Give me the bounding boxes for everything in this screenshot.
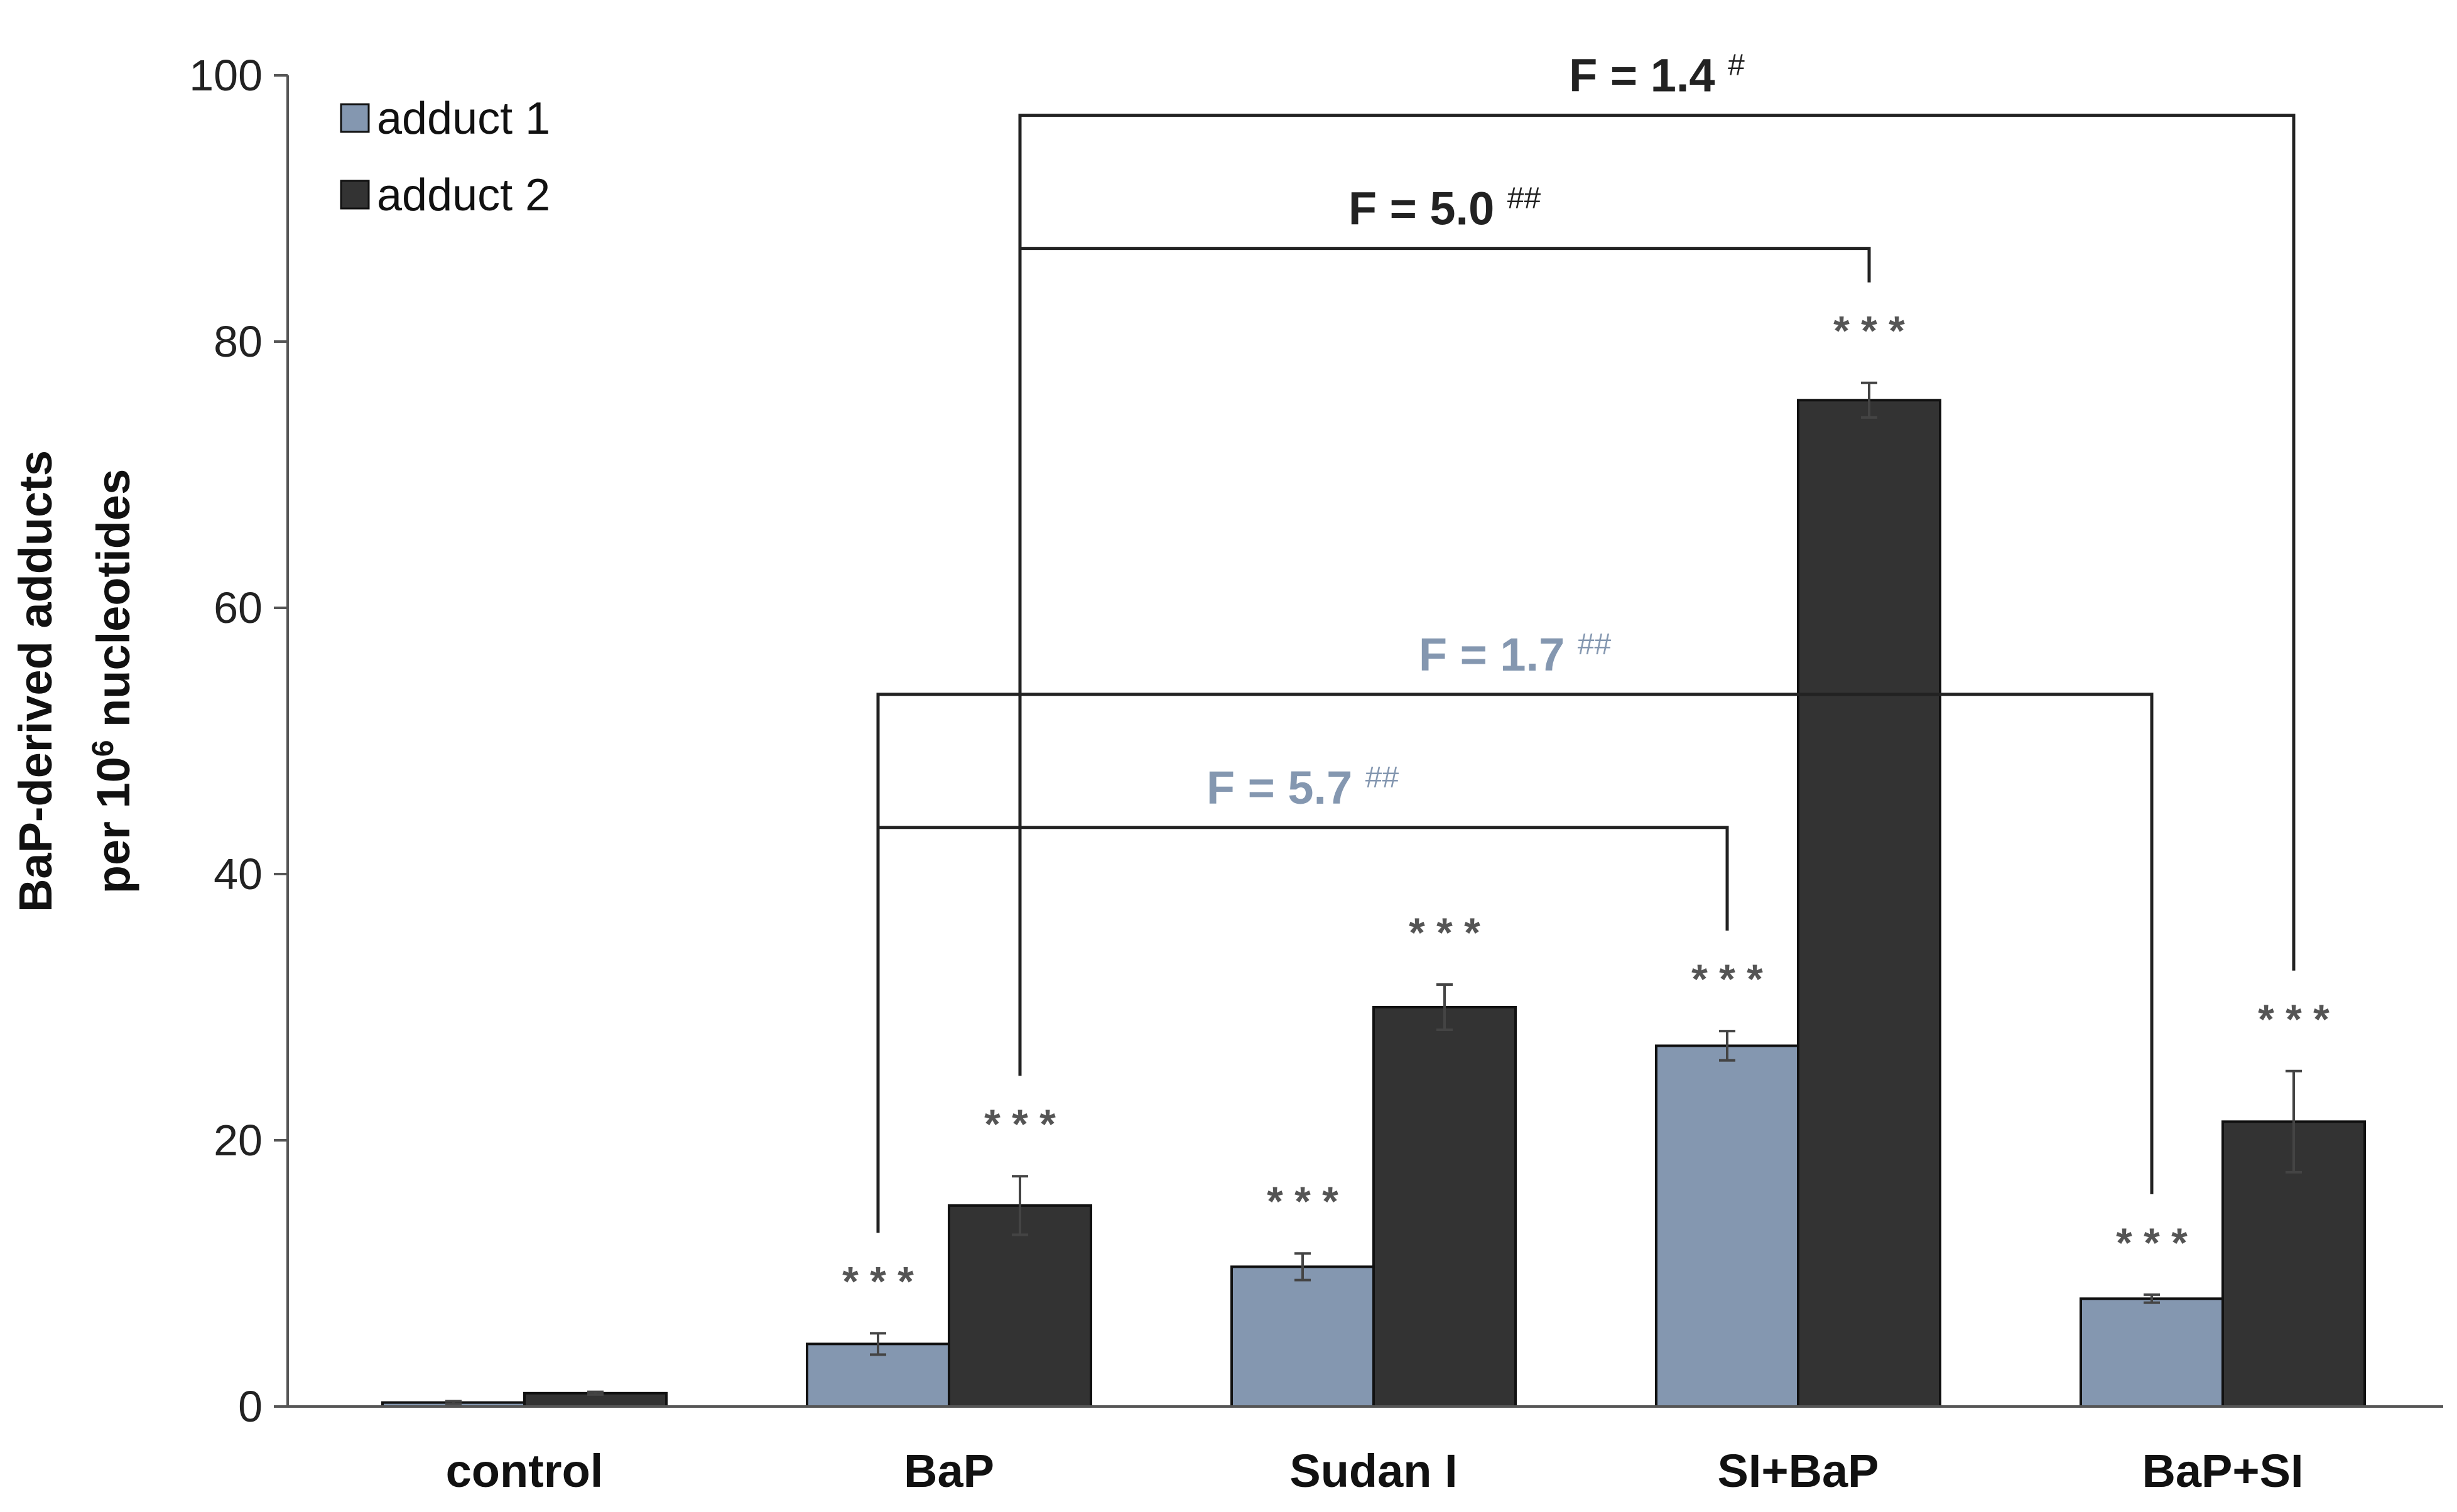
significance-marker: * * * bbox=[842, 1258, 914, 1304]
comparison-label: F = 1.4 # bbox=[1569, 48, 1745, 102]
x-tick-label: SI+BaP bbox=[1717, 1445, 1879, 1497]
comparison-label: F = 5.7 ## bbox=[1207, 760, 1399, 814]
comparison-label: F = 5.0 ## bbox=[1348, 181, 1541, 235]
comparison-significance-sup: ## bbox=[1578, 627, 1612, 661]
bar bbox=[1797, 399, 1941, 1408]
x-tick-label: BaP+SI bbox=[2142, 1445, 2303, 1497]
significance-marker: * * * bbox=[2116, 1219, 2188, 1266]
bar bbox=[1372, 1006, 1517, 1408]
y-tick-label: 0 bbox=[238, 1382, 263, 1431]
y-tick-label: 80 bbox=[214, 317, 263, 366]
bar bbox=[2080, 1297, 2224, 1408]
comparison-label: F = 1.7 ## bbox=[1419, 627, 1612, 681]
bar bbox=[1655, 1044, 1799, 1408]
y-tick-label: 60 bbox=[214, 583, 263, 632]
y-axis-title-line2: per 106 nucleotides bbox=[87, 469, 140, 894]
legend-label: adduct 1 bbox=[377, 94, 550, 144]
bar bbox=[948, 1204, 1092, 1408]
comparison-bracket bbox=[1018, 114, 2296, 1076]
x-tick-label: BaP bbox=[904, 1445, 994, 1497]
x-tick-label: Sudan I bbox=[1289, 1445, 1457, 1497]
significance-marker: * * * bbox=[1691, 956, 1763, 1002]
significance-marker: * * * bbox=[984, 1101, 1056, 1147]
comparison-bracket bbox=[876, 826, 1729, 1233]
comparison-significance-sup: ## bbox=[1507, 181, 1541, 215]
y-tick-label: 40 bbox=[214, 850, 263, 899]
y-axis-title-superscript: 6 bbox=[87, 740, 120, 757]
comparison-significance-sup: ## bbox=[1365, 760, 1399, 794]
significance-marker: * * * bbox=[2258, 996, 2330, 1042]
significance-marker: * * * bbox=[1267, 1178, 1338, 1224]
comparison-significance-sup: # bbox=[1728, 48, 1745, 82]
y-tick-label: 100 bbox=[189, 51, 263, 100]
significance-marker: * * * bbox=[1409, 909, 1480, 956]
comparison-bracket bbox=[1018, 247, 1871, 1076]
legend-label: adduct 2 bbox=[377, 170, 550, 220]
legend-swatch bbox=[340, 103, 370, 133]
bar bbox=[1230, 1265, 1375, 1408]
significance-marker: * * * bbox=[1833, 308, 1905, 354]
y-tick-label: 20 bbox=[214, 1116, 263, 1165]
x-tick-label: control bbox=[446, 1445, 604, 1497]
y-axis-title-line1: BaP-derived adducts bbox=[9, 450, 62, 912]
legend-swatch bbox=[340, 180, 370, 210]
